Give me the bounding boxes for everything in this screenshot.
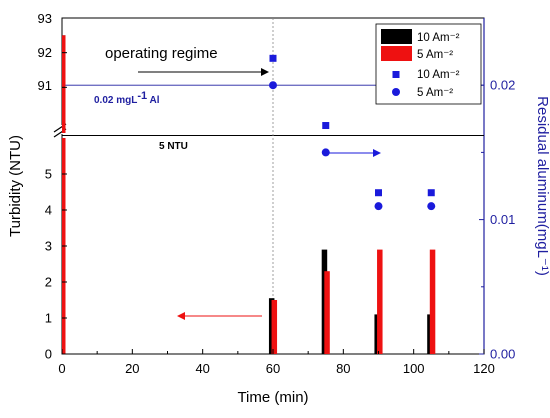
legend: 10 Am⁻² 5 Am⁻² 10 Am⁻² 5 Am⁻² <box>375 23 482 105</box>
x-tick-label: 60 <box>266 361 280 376</box>
aluminum-limit-label: 0.02 mgL-1 Al <box>94 90 160 106</box>
aluminum-limit-label-main: 0.02 mgL <box>94 95 137 106</box>
aluminum-limit-label-sup: -1 <box>137 90 147 102</box>
x-axis-title: Time (min) <box>237 389 308 406</box>
y2-tick-label: 0.00 <box>490 347 515 362</box>
x-tick-label: 0 <box>58 361 65 376</box>
y-tick-labels-lower: 0 1 2 3 4 5 <box>45 167 52 362</box>
y-axis-title: Turbidity (NTU) <box>7 135 24 237</box>
legend-marker-10-square <box>392 71 400 78</box>
y-tick-label: 0 <box>45 347 52 362</box>
legend-label-10-bar: 10 Am⁻² <box>417 32 460 44</box>
marker-circle-t105 <box>427 202 436 211</box>
y-tick-label: 93 <box>38 11 52 26</box>
y2-axis-title: Residual aluminum(mgL⁻¹) <box>534 96 550 276</box>
legend-swatch-10-bar <box>381 29 412 44</box>
y2-tick-label: 0.02 <box>490 78 515 93</box>
y-tick-label: 3 <box>45 239 52 254</box>
legend-marker-5-circle <box>392 88 400 96</box>
marker-square-t90 <box>375 189 382 197</box>
legend-swatch-5-bar <box>381 46 412 61</box>
marker-circle-t60 <box>269 81 277 90</box>
axis-ticks <box>61 17 485 355</box>
legend-label-5-bar: 5 Am⁻² <box>417 49 453 61</box>
x-tick-label: 80 <box>336 361 350 376</box>
operating-regime-label: operating regime <box>105 45 218 62</box>
legend-label-5-marker: 5 Am⁻² <box>417 87 453 99</box>
marker-circle-t90 <box>374 202 383 211</box>
y-tick-label: 4 <box>45 203 52 218</box>
y2-tick-labels: 0.00 0.01 0.02 <box>490 78 515 362</box>
bar-5-t0-upper <box>62 35 66 134</box>
marker-square-t60 <box>269 54 277 62</box>
y-tick-label: 1 <box>45 311 52 326</box>
marker-square-t75 <box>322 122 330 130</box>
bar-5-t90 <box>377 249 383 354</box>
aluminum-limit-label-tail: Al <box>147 95 160 106</box>
y-tick-label: 92 <box>38 45 52 60</box>
x-tick-label: 120 <box>473 361 495 376</box>
y-tick-label: 5 <box>45 167 52 182</box>
x-tick-label: 100 <box>403 361 425 376</box>
axis-break <box>53 123 484 138</box>
x-tick-label: 20 <box>125 361 139 376</box>
bar-5-t105 <box>429 249 436 354</box>
legend-label-10-marker: 10 Am⁻² <box>417 69 460 81</box>
marker-circle-t75 <box>321 148 330 157</box>
y2-tick-label: 0.01 <box>490 212 515 227</box>
x-tick-labels: 0 20 40 60 80 100 120 <box>58 361 494 376</box>
y-tick-labels-upper: 91 92 93 <box>38 11 52 93</box>
y-tick-label: 2 <box>45 275 52 290</box>
marker-square-t105 <box>427 189 435 197</box>
x-tick-label: 40 <box>195 361 209 376</box>
bar-5-t75 <box>324 271 330 354</box>
bar-5-t60 <box>271 300 278 354</box>
y-tick-label: 91 <box>38 78 52 93</box>
aluminum-markers <box>269 54 436 211</box>
turbidity-limit-label: 5 NTU <box>159 141 188 152</box>
